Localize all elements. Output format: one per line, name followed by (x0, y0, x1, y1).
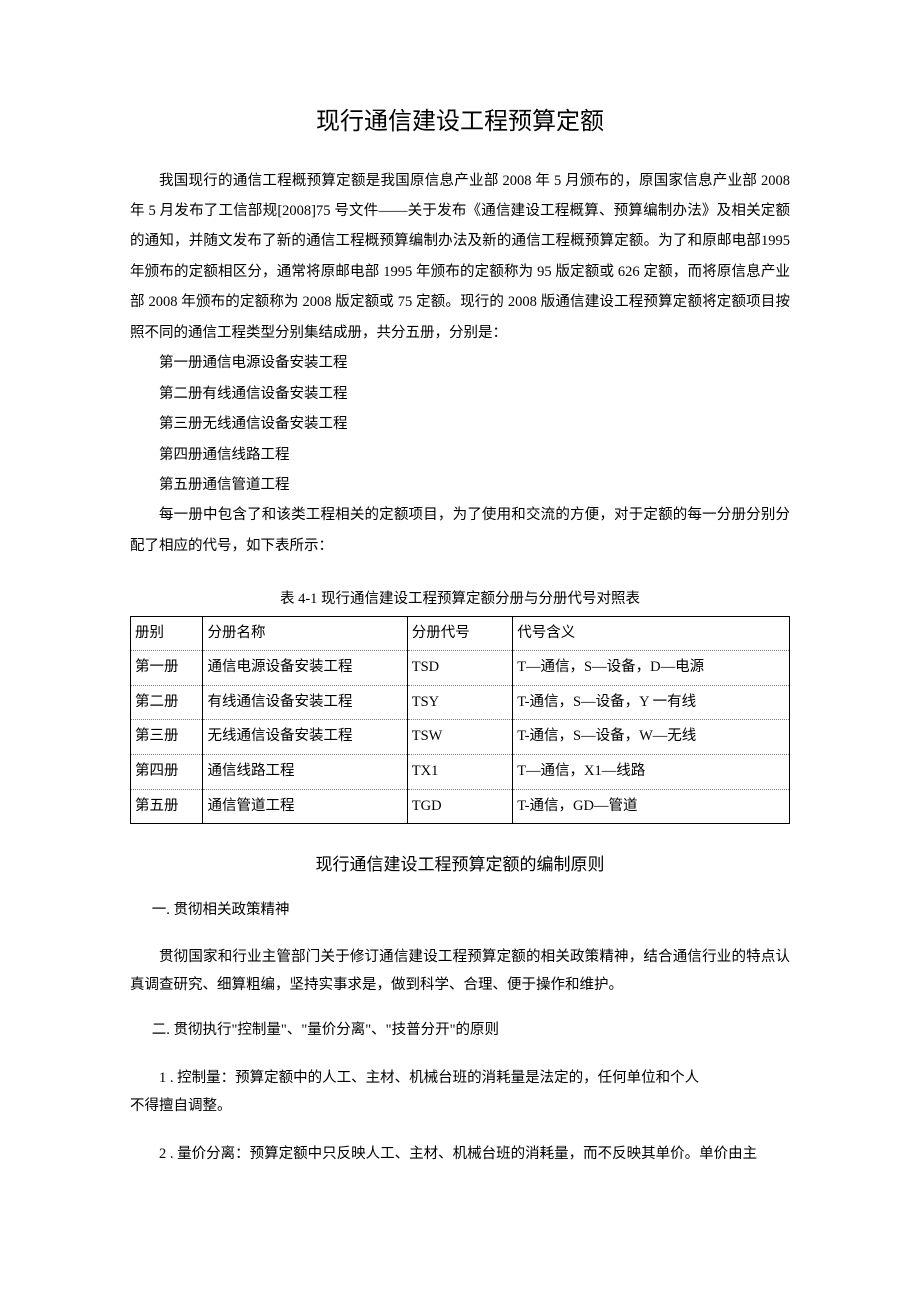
table-cell: 通信电源设备安装工程 (203, 651, 407, 686)
table-cell: 第三册 (131, 720, 203, 755)
table-cell: T-通信，S—设备，Y 一有线 (513, 685, 790, 720)
item1-line2: 不得擅自调整。 (130, 1093, 790, 1121)
table-header-cell: 分册名称 (203, 616, 407, 651)
table-cell: 第四册 (131, 755, 203, 790)
item2: 2 . 量价分离：预算定额中只反映人工、主材、机械台班的消耗量，而不反映其单价。… (130, 1139, 790, 1169)
table-cell: TSD (407, 651, 512, 686)
intro-paragraph: 我国现行的通信工程概预算定额是我国原信息产业部 2008 年 5 月颁布的，原国… (130, 166, 790, 349)
table-cell: T—通信，S—设备，D—电源 (513, 651, 790, 686)
page-title: 现行通信建设工程预算定额 (130, 100, 790, 146)
table-row: 第一册 通信电源设备安装工程 TSD T—通信，S—设备，D—电源 (131, 651, 790, 686)
volume-item: 第二册有线通信设备安装工程 (130, 379, 790, 409)
table-header-cell: 册别 (131, 616, 203, 651)
table-cell: 第二册 (131, 685, 203, 720)
table-row: 第四册 通信线路工程 TX1 T—通信，X1—线路 (131, 755, 790, 790)
table-header-row: 册别 分册名称 分册代号 代号含义 (131, 616, 790, 651)
table-caption: 表 4-1 现行通信建设工程预算定额分册与分册代号对照表 (130, 586, 790, 614)
volume-item: 第五册通信管道工程 (130, 470, 790, 500)
table-cell: 通信管道工程 (203, 789, 407, 824)
table-cell: 通信线路工程 (203, 755, 407, 790)
table-cell: 第五册 (131, 789, 203, 824)
after-volumes-paragraph: 每一册中包含了和该类工程相关的定额项目，为了使用和交流的方便，对于定额的每一分册… (130, 500, 790, 561)
codes-table: 册别 分册名称 分册代号 代号含义 第一册 通信电源设备安装工程 TSD T—通… (130, 616, 790, 824)
table-header-cell: 代号含义 (513, 616, 790, 651)
section1-body: 贯彻国家和行业主管部门关于修订通信建设工程预算定额的相关政策精神，结合通信行业的… (130, 943, 790, 1000)
sub-title: 现行通信建设工程预算定额的编制原则 (130, 849, 790, 881)
volume-item: 第四册通信线路工程 (130, 440, 790, 470)
table-cell: T—通信，X1—线路 (513, 755, 790, 790)
table-cell: T-通信，S—设备，W—无线 (513, 720, 790, 755)
table-row: 第二册 有线通信设备安装工程 TSY T-通信，S—设备，Y 一有线 (131, 685, 790, 720)
table-cell: 有线通信设备安装工程 (203, 685, 407, 720)
volume-item: 第三册无线通信设备安装工程 (130, 409, 790, 439)
table-cell: 无线通信设备安装工程 (203, 720, 407, 755)
table-row: 第五册 通信管道工程 TGD T-通信，GD—管道 (131, 789, 790, 824)
table-cell: T-通信，GD—管道 (513, 789, 790, 824)
item1-line1: 1 . 控制量：预算定额中的人工、主材、机械台班的消耗量是法定的，任何单位和个人 (130, 1063, 790, 1093)
table-row: 第三册 无线通信设备安装工程 TSW T-通信，S—设备，W—无线 (131, 720, 790, 755)
volume-item: 第一册通信电源设备安装工程 (130, 348, 790, 378)
table-cell: TSW (407, 720, 512, 755)
table-cell: TSY (407, 685, 512, 720)
section-heading-1: 一. 贯彻相关政策精神 (130, 897, 790, 925)
section-heading-2: 二. 贯彻执行"控制量"、"量价分离"、"技普分开"的原则 (130, 1017, 790, 1045)
table-cell: 第一册 (131, 651, 203, 686)
table-header-cell: 分册代号 (407, 616, 512, 651)
table-cell: TGD (407, 789, 512, 824)
table-cell: TX1 (407, 755, 512, 790)
